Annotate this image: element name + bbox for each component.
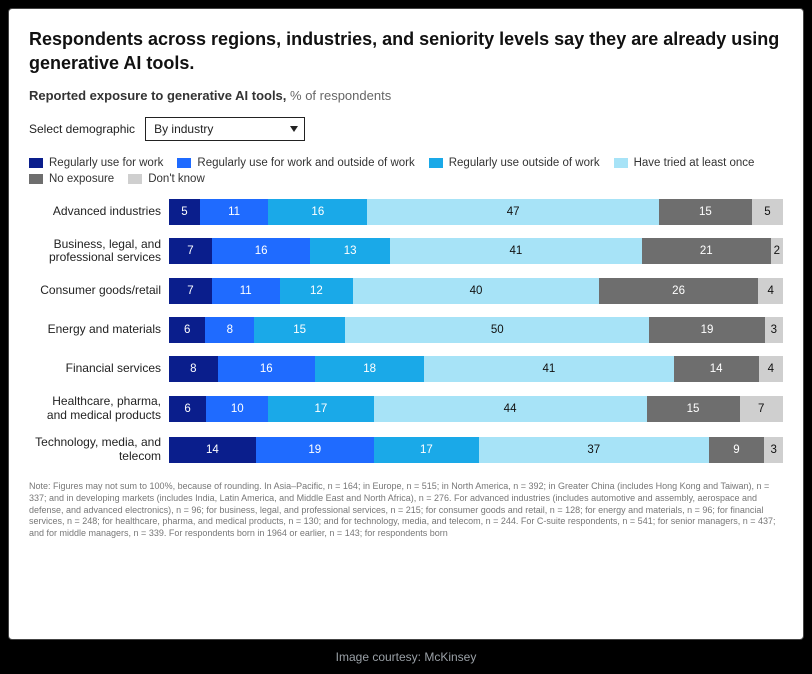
legend-label: No exposure [49, 173, 114, 185]
legend-label: Regularly use outside of work [449, 157, 600, 169]
bar: 6101744157 [169, 396, 783, 422]
legend-swatch [29, 174, 43, 184]
bar-segment: 13 [310, 238, 390, 264]
bar-segment: 18 [315, 356, 424, 382]
legend-item: Have tried at least once [614, 157, 755, 169]
bar-segment: 7 [169, 238, 212, 264]
bar-segment: 14 [674, 356, 759, 382]
chart-card: Respondents across regions, industries, … [8, 8, 804, 640]
legend-item: No exposure [29, 173, 114, 185]
legend: Regularly use for work Regularly use for … [29, 157, 783, 185]
bar-segment: 4 [758, 278, 783, 304]
bar-segment: 16 [212, 238, 310, 264]
bar-segment: 8 [169, 356, 218, 382]
bar-segment: 3 [764, 437, 783, 463]
legend-item: Don't know [128, 173, 205, 185]
stacked-bar-chart: Advanced industries5111647155Business, l… [29, 199, 783, 464]
image-credit: Image courtesy: McKinsey [8, 650, 804, 664]
bar-segment: 6 [169, 396, 206, 422]
bar-segment: 12 [280, 278, 354, 304]
bar-segment: 37 [479, 437, 708, 463]
footnote: Note: Figures may not sum to 100%, becau… [29, 481, 783, 539]
bar-segment: 7 [169, 278, 212, 304]
bar-segment: 19 [649, 317, 765, 343]
bar-segment: 8 [205, 317, 254, 343]
bar-segment: 4 [759, 356, 783, 382]
subtitle-pct: % of respondents [286, 88, 391, 103]
legend-label: Have tried at least once [634, 157, 755, 169]
chart-row: Business, legal, and professional servic… [29, 238, 783, 266]
bar: 5111647155 [169, 199, 783, 225]
select-value: By industry [154, 122, 213, 136]
chart-row: Consumer goods/retail 7111240264 [29, 278, 783, 304]
bar-segment: 44 [374, 396, 647, 422]
legend-swatch [29, 158, 43, 168]
legend-item: Regularly use for work and outside of wo… [177, 157, 414, 169]
bar-segment: 41 [390, 238, 642, 264]
chart-row: Financial services 8161841144 [29, 356, 783, 382]
legend-label: Regularly use for work [49, 157, 163, 169]
bar-segment: 41 [424, 356, 673, 382]
bar-segment: 11 [200, 199, 268, 225]
chart-title: Respondents across regions, industries, … [29, 27, 783, 76]
bar: 8161841144 [169, 356, 783, 382]
demographic-select[interactable]: By industry [145, 117, 305, 141]
bar-segment: 47 [367, 199, 658, 225]
bar-segment: 7 [740, 396, 783, 422]
bar-segment: 16 [218, 356, 315, 382]
bar-segment: 11 [212, 278, 280, 304]
bar: 681550193 [169, 317, 783, 343]
bar-segment: 10 [206, 396, 268, 422]
bar-segment: 26 [599, 278, 759, 304]
bar-segment: 9 [709, 437, 765, 463]
bar: 1419173793 [169, 437, 783, 463]
chart-row: Advanced industries5111647155 [29, 199, 783, 225]
bar-segment: 21 [642, 238, 771, 264]
legend-swatch [177, 158, 191, 168]
row-label: Healthcare, pharma, and medical products [29, 395, 161, 423]
row-label: Advanced industries [29, 205, 161, 219]
bar: 7161341212 [169, 238, 783, 264]
bar: 7111240264 [169, 278, 783, 304]
bar-segment: 16 [268, 199, 367, 225]
legend-item: Regularly use outside of work [429, 157, 600, 169]
legend-swatch [429, 158, 443, 168]
bar-segment: 3 [765, 317, 783, 343]
bar-segment: 14 [169, 437, 256, 463]
bar-segment: 15 [659, 199, 752, 225]
legend-label: Don't know [148, 173, 205, 185]
bar-segment: 15 [254, 317, 345, 343]
bar-segment: 40 [353, 278, 599, 304]
row-label: Technology, media, and telecom [29, 436, 161, 464]
row-label: Business, legal, and professional servic… [29, 238, 161, 266]
chart-row: Technology, media, and telecom 1419173793 [29, 436, 783, 464]
subtitle-bold: Reported exposure to generative AI tools… [29, 88, 286, 103]
bar-segment: 6 [169, 317, 205, 343]
row-label: Financial services [29, 362, 161, 376]
legend-label: Regularly use for work and outside of wo… [197, 157, 414, 169]
legend-item: Regularly use for work [29, 157, 163, 169]
bar-segment: 19 [256, 437, 374, 463]
legend-swatch [614, 158, 628, 168]
bar-segment: 5 [752, 199, 783, 225]
chevron-down-icon [290, 126, 298, 132]
chart-row: Energy and materials 681550193 [29, 317, 783, 343]
legend-swatch [128, 174, 142, 184]
row-label: Consumer goods/retail [29, 284, 161, 298]
row-label: Energy and materials [29, 323, 161, 337]
bar-segment: 2 [771, 238, 783, 264]
selector-row: Select demographic By industry [29, 117, 783, 141]
bar-segment: 5 [169, 199, 200, 225]
bar-segment: 50 [345, 317, 649, 343]
bar-segment: 15 [647, 396, 740, 422]
bar-segment: 17 [374, 437, 479, 463]
chart-row: Healthcare, pharma, and medical products… [29, 395, 783, 423]
chart-subtitle: Reported exposure to generative AI tools… [29, 88, 783, 103]
bar-segment: 17 [268, 396, 373, 422]
selector-label: Select demographic [29, 122, 135, 136]
